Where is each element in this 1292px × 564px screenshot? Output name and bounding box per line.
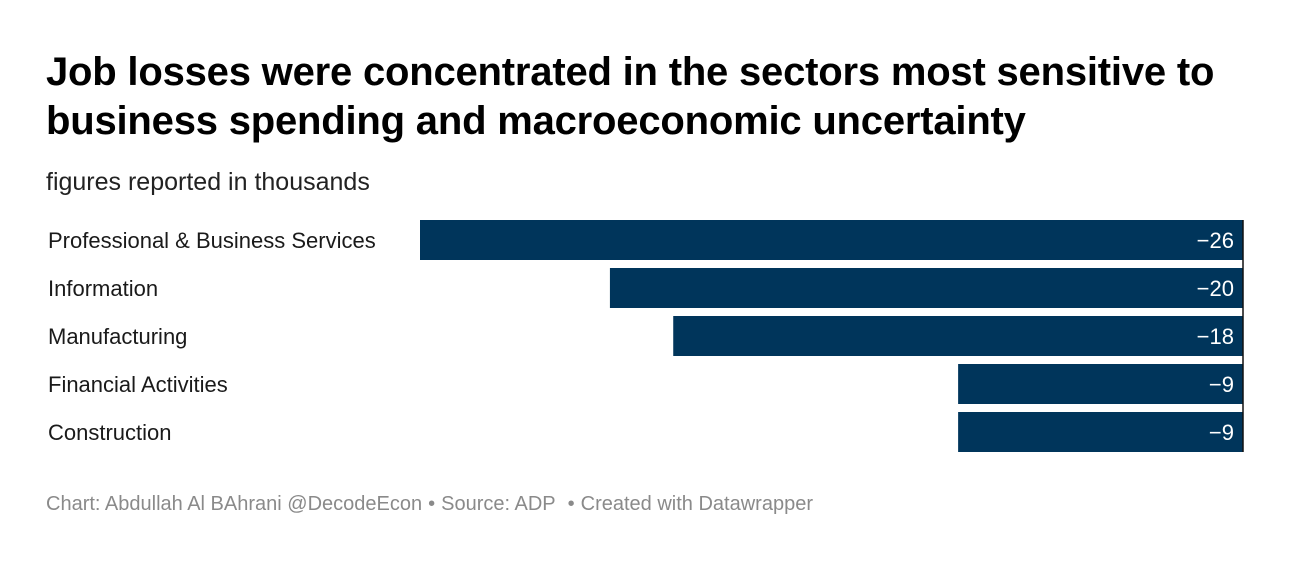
chart-credit: Chart: Abdullah Al BAhrani @DecodeEcon [46,493,423,515]
footer-separator-2: • [567,493,575,515]
bar-manufacturing [673,316,1243,356]
created-with-credit: Created with Datawrapper [580,493,813,515]
bar-construction [958,412,1243,452]
category-label-construction: Construction [48,420,172,445]
footer-separator-1: • [428,493,436,515]
category-label-information: Information [48,276,158,301]
bar-information [609,268,1243,308]
value-label-professional-business-services: −26 [1197,228,1234,253]
category-label-financial-activities: Financial Activities [48,372,228,397]
bar-financial-activities [958,364,1243,404]
chart-subtitle: figures reported in thousands [46,168,370,196]
category-label-manufacturing: Manufacturing [48,324,187,349]
value-label-information: −20 [1197,276,1234,301]
chart-footer: Chart: Abdullah Al BAhrani @DecodeEcon • S… [46,491,813,517]
value-label-construction: −9 [1209,420,1234,445]
chart-title: Job losses were concentrated in the sect… [46,50,1215,143]
bar-professional-business-services [420,220,1243,260]
source-credit: Source: ADP [441,493,556,515]
value-label-manufacturing: −18 [1197,324,1234,349]
value-label-financial-activities: −9 [1209,372,1234,397]
category-label-professional-business-services: Professional & Business Services [48,228,376,253]
